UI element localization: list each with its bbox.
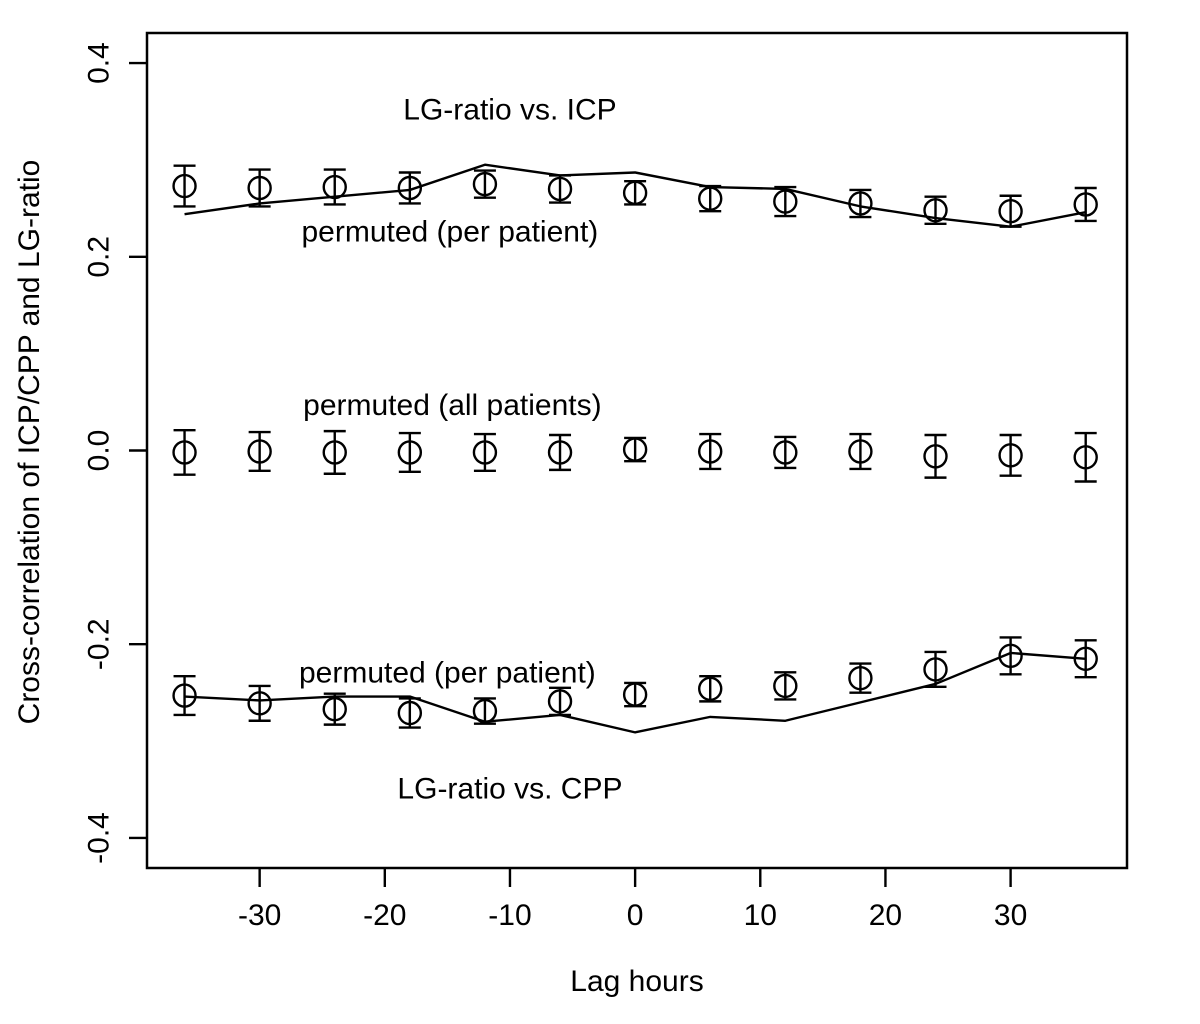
- data-point: [322, 440, 347, 465]
- error-bar: [699, 675, 722, 703]
- error-bar: [849, 662, 872, 694]
- data-point: [848, 439, 873, 464]
- x-axis-title: Lag hours: [570, 965, 704, 998]
- error-bar: [398, 431, 421, 474]
- y-tick-label: 0.2: [83, 236, 116, 278]
- error-bar: [248, 684, 271, 722]
- series-3: [172, 636, 1098, 729]
- annotation-label: permuted (per patient): [299, 656, 596, 689]
- error-bar: [173, 428, 196, 476]
- y-tick-label: 0.0: [83, 430, 116, 472]
- data-point: [622, 682, 648, 707]
- error-bar: [473, 169, 496, 199]
- error-bar: [924, 433, 947, 479]
- x-tick-label: 10: [744, 899, 777, 932]
- error-bar: [323, 429, 346, 475]
- data-point: [247, 439, 272, 464]
- x-tick-label: 20: [869, 899, 902, 932]
- data-point: [622, 180, 648, 206]
- x-tick-label: 0: [627, 899, 644, 932]
- series-0: [172, 164, 1098, 228]
- data-point: [923, 444, 948, 469]
- error-bar: [549, 174, 572, 204]
- data-point: [472, 171, 498, 197]
- data-point: [848, 665, 873, 691]
- data-point: [322, 174, 347, 200]
- data-point: [547, 689, 573, 714]
- data-point: [547, 176, 573, 202]
- y-tick-label: -0.2: [83, 618, 116, 670]
- data-point: [172, 173, 197, 199]
- data-point: [998, 443, 1023, 468]
- annotation-label: permuted (all patients): [303, 389, 601, 422]
- data-point: [247, 175, 272, 201]
- permuted-line: [184, 651, 1086, 734]
- data-point: [698, 439, 723, 464]
- annotation-label: LG-ratio vs. ICP: [403, 94, 616, 127]
- data-point: [247, 691, 272, 716]
- series-4: [184, 651, 1086, 734]
- error-bar: [849, 432, 872, 471]
- data-point: [397, 700, 423, 726]
- data-point: [773, 673, 798, 699]
- data-point: [998, 643, 1023, 669]
- error-bar: [323, 168, 346, 206]
- error-bar: [849, 188, 872, 219]
- y-tick-label: 0.4: [83, 42, 116, 84]
- error-bar: [473, 697, 496, 725]
- error-bar: [248, 430, 271, 473]
- x-tick-label: -30: [238, 899, 281, 932]
- annotation-label: LG-ratio vs. CPP: [397, 773, 622, 806]
- error-bar: [473, 432, 496, 473]
- data-point: [1073, 445, 1098, 470]
- data-point: [773, 440, 798, 465]
- error-bar: [999, 636, 1022, 676]
- x-tick-label: -10: [488, 899, 531, 932]
- error-bar: [699, 432, 722, 471]
- data-point: [172, 683, 197, 708]
- data-point: [622, 437, 648, 462]
- data-point: [472, 440, 498, 465]
- error-bar: [549, 686, 572, 717]
- error-bar: [774, 671, 797, 701]
- series-2: [172, 428, 1098, 483]
- error-bar: [774, 185, 797, 218]
- series-1: [184, 163, 1086, 228]
- data-point: [322, 696, 347, 722]
- data-point: [397, 440, 423, 465]
- data-point: [397, 175, 423, 201]
- data-point: [923, 198, 948, 223]
- error-bar: [248, 168, 271, 208]
- x-tick-label: -20: [363, 899, 406, 932]
- error-bar: [549, 433, 572, 472]
- permuted-line: [184, 163, 1086, 228]
- annotation-label: permuted (per patient): [301, 216, 598, 249]
- y-tick-label: -0.4: [83, 812, 116, 864]
- data-point: [172, 440, 197, 465]
- data-point: [1073, 192, 1098, 217]
- error-bar: [1074, 431, 1097, 483]
- error-bar: [924, 195, 947, 226]
- error-bar: [173, 164, 196, 208]
- data-point: [773, 189, 798, 214]
- y-axis-title: Cross-correlation of ICP/CPP and LG-rati…: [13, 159, 46, 725]
- data-point: [547, 440, 573, 465]
- data-point: [998, 199, 1023, 224]
- error-bar: [999, 433, 1022, 477]
- error-bar: [173, 675, 196, 717]
- data-point: [923, 657, 948, 682]
- data-point: [698, 676, 723, 701]
- x-tick-label: 30: [994, 899, 1027, 932]
- plot-border: [145, 31, 1129, 870]
